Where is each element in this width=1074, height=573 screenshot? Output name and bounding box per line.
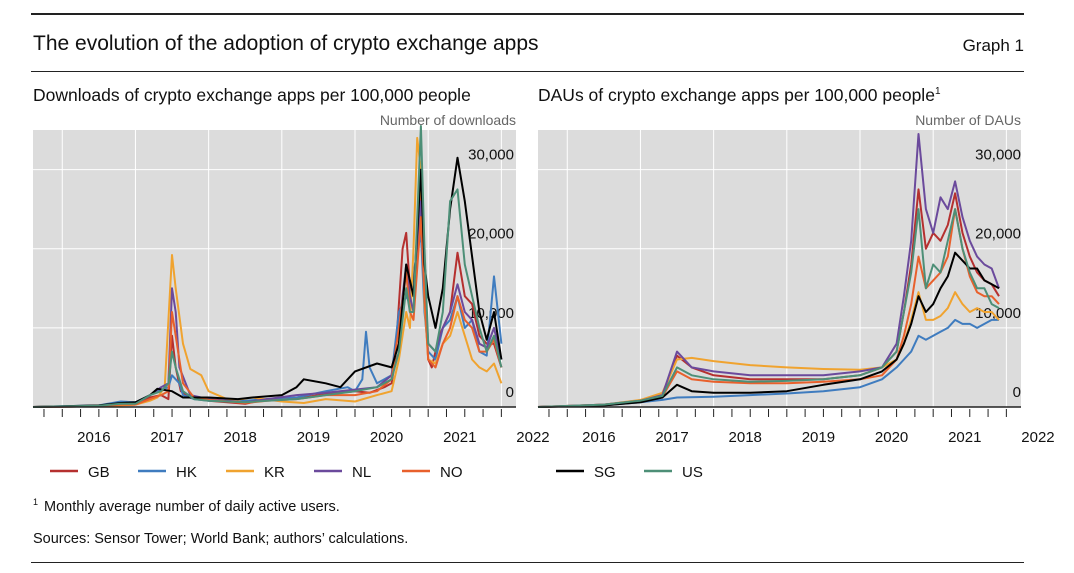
daus-xtick-label: 2019	[802, 429, 835, 446]
left-panel-title: Downloads of crypto exchange apps per 10…	[33, 85, 471, 106]
bottom-rule	[31, 562, 1024, 563]
daus-xtick-label: 2022	[1021, 429, 1054, 446]
legend-label-us: US	[682, 464, 703, 481]
downloads-series-sg	[32, 156, 503, 408]
daus-ytick-label: 10,000	[975, 305, 1021, 322]
downloads-xtick-label: 2017	[150, 429, 183, 446]
sources-note: Sources: Sensor Tower; World Bank; autho…	[33, 531, 409, 547]
downloads-ytick-label: 30,000	[468, 147, 514, 164]
daus-xtick-label: 2018	[729, 429, 762, 446]
daus-xtick-label: 2016	[582, 429, 615, 446]
left-panel-title-text: Downloads of crypto exchange apps per 10…	[33, 85, 471, 105]
downloads-series-kr	[32, 136, 503, 408]
downloads-plot-background	[33, 130, 516, 407]
right-panel-title: DAUs of crypto exchange apps per 100,000…	[538, 85, 941, 106]
legend-item-kr: KR	[226, 464, 285, 481]
legend-item-nl: NL	[314, 464, 371, 481]
downloads-ytick-label: 0	[506, 384, 514, 401]
daus-xtick-label: 2021	[948, 429, 981, 446]
graph-title: The evolution of the adoption of crypto …	[33, 32, 539, 55]
downloads-xtick-label: 2022	[516, 429, 549, 446]
legend-label-sg: SG	[594, 464, 616, 481]
right-panel-title-sup: 1	[934, 86, 941, 98]
daus-xtick-label: 2017	[655, 429, 688, 446]
footnote: 1 Monthly average number of daily active …	[33, 497, 340, 515]
daus-ytick-label: 0	[1013, 384, 1021, 401]
legend-label-nl: NL	[352, 464, 371, 481]
legend-label-no: NO	[440, 464, 463, 481]
daus-series-us	[537, 208, 1000, 408]
daus-series-hk	[537, 318, 999, 408]
daus-series-nl	[537, 133, 1000, 408]
daus-ytick-label: 30,000	[975, 147, 1021, 164]
downloads-ytick-label: 20,000	[468, 226, 514, 243]
downloads-xtick-label: 2016	[77, 429, 110, 446]
legend-item-hk: HK	[138, 464, 197, 481]
downloads-xtick-label: 2021	[443, 429, 476, 446]
legend-item-us: US	[644, 464, 703, 481]
downloads-xtick-label: 2018	[224, 429, 257, 446]
downloads-xtick-label: 2019	[297, 429, 330, 446]
downloads-series-no	[32, 216, 503, 408]
right-panel-unit: Number of DAUs	[915, 112, 1021, 128]
downloads-series-us	[32, 125, 503, 408]
daus-ytick-label: 20,000	[975, 226, 1021, 243]
legend-label-gb: GB	[88, 464, 110, 481]
legend-item-no: NO	[402, 464, 463, 481]
daus-xtick-label: 2020	[875, 429, 908, 446]
daus-plot-background	[538, 130, 1021, 407]
daus-chart-group: 0 10,000 20,000 30,000 2016 2017 2018 2019 2020 2…	[537, 130, 1055, 446]
top-rule	[31, 13, 1024, 15]
legend-label-hk: HK	[176, 464, 197, 481]
legend-label-kr: KR	[264, 464, 285, 481]
footnote-mark: 1	[33, 497, 39, 507]
footnote-text: Monthly average number of daily active u…	[44, 498, 340, 515]
graph-number: Graph 1	[962, 36, 1024, 55]
downloads-xtick-label: 2020	[370, 429, 403, 446]
right-panel-title-text: DAUs of crypto exchange apps per 100,000…	[538, 85, 935, 105]
title-rule	[31, 71, 1024, 72]
legend-item-gb: GB	[50, 464, 110, 481]
legend-item-sg: SG	[556, 464, 616, 481]
left-panel-unit: Number of downloads	[379, 112, 516, 128]
